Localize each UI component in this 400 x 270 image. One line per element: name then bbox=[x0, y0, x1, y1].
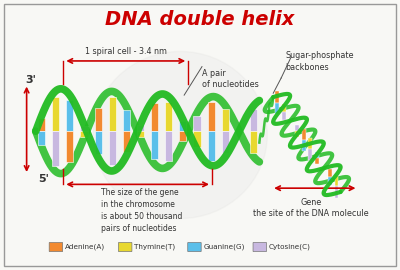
FancyBboxPatch shape bbox=[49, 242, 63, 252]
Bar bbox=[222, 109, 229, 131]
Text: Sugar-phosphate
backbones: Sugar-phosphate backbones bbox=[285, 52, 354, 72]
Bar bbox=[222, 131, 229, 153]
Bar bbox=[123, 110, 130, 131]
Bar bbox=[80, 131, 88, 137]
Bar bbox=[52, 131, 59, 166]
Bar bbox=[334, 175, 338, 186]
Text: 5': 5' bbox=[38, 174, 49, 184]
Bar bbox=[334, 186, 338, 198]
FancyBboxPatch shape bbox=[118, 242, 132, 252]
Bar bbox=[151, 103, 158, 131]
Bar bbox=[308, 138, 312, 149]
Bar bbox=[194, 131, 200, 147]
Bar bbox=[94, 131, 102, 154]
Circle shape bbox=[93, 52, 267, 218]
Bar bbox=[295, 131, 299, 137]
Bar bbox=[137, 131, 144, 137]
Text: DNA double helix: DNA double helix bbox=[105, 10, 295, 29]
Bar bbox=[282, 103, 286, 112]
Bar bbox=[165, 131, 172, 161]
Bar bbox=[275, 91, 279, 103]
Bar bbox=[250, 109, 257, 131]
Bar bbox=[295, 124, 299, 131]
Bar bbox=[80, 126, 88, 131]
Bar bbox=[123, 131, 130, 152]
Text: Thymine(T): Thymine(T) bbox=[134, 244, 175, 250]
FancyBboxPatch shape bbox=[188, 242, 201, 252]
Text: A pair
of nucleotides: A pair of nucleotides bbox=[202, 69, 259, 89]
Bar bbox=[315, 153, 319, 158]
Bar bbox=[66, 100, 74, 131]
Text: Guanine(G): Guanine(G) bbox=[203, 244, 244, 250]
Bar bbox=[38, 118, 45, 131]
Bar bbox=[282, 112, 286, 120]
Text: 1 spiral cell - 3.4 nm: 1 spiral cell - 3.4 nm bbox=[84, 47, 166, 56]
Text: Cytosine(C): Cytosine(C) bbox=[268, 244, 310, 250]
FancyBboxPatch shape bbox=[253, 242, 266, 252]
Bar bbox=[165, 102, 172, 131]
Text: Adenine(A): Adenine(A) bbox=[65, 244, 105, 250]
Bar bbox=[302, 140, 306, 151]
Bar bbox=[52, 96, 59, 131]
Bar bbox=[179, 131, 186, 141]
Bar bbox=[328, 177, 332, 185]
Bar bbox=[38, 131, 45, 145]
Bar bbox=[94, 108, 102, 131]
Bar bbox=[250, 131, 257, 153]
Bar bbox=[179, 121, 186, 131]
Bar bbox=[66, 131, 74, 162]
Bar bbox=[137, 125, 144, 131]
Text: 3': 3' bbox=[25, 75, 36, 85]
Bar bbox=[302, 129, 306, 140]
Bar bbox=[151, 131, 158, 160]
Bar bbox=[208, 102, 215, 131]
Text: Gene
the site of the DNA molecule: Gene the site of the DNA molecule bbox=[253, 198, 369, 218]
Bar bbox=[208, 131, 215, 161]
Bar bbox=[328, 168, 332, 177]
Bar bbox=[275, 103, 279, 114]
Bar bbox=[315, 158, 319, 164]
Bar bbox=[194, 116, 200, 131]
Text: The size of the gene
in the chromosome
is about 50 thousand
pairs of nucleotides: The size of the gene in the chromosome i… bbox=[101, 188, 182, 232]
Bar bbox=[109, 131, 116, 166]
Bar bbox=[109, 97, 116, 131]
Bar bbox=[308, 149, 312, 160]
